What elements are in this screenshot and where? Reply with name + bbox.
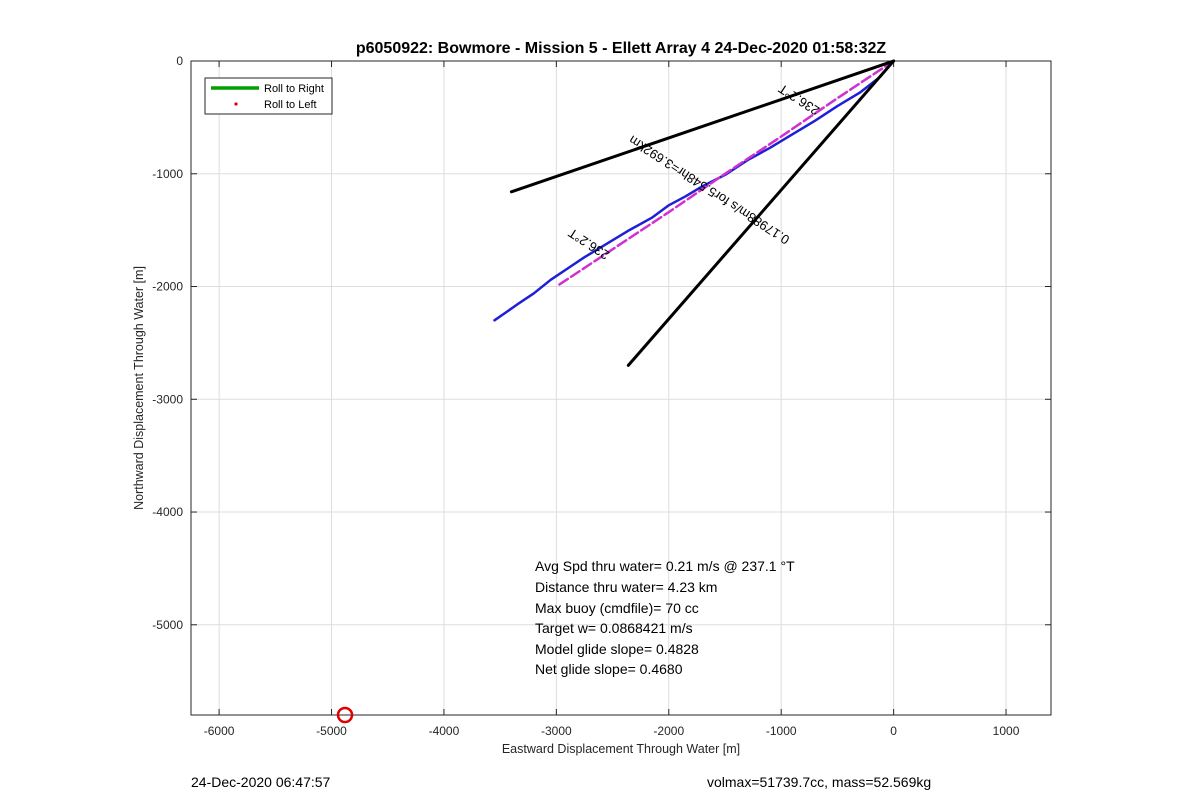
x-tick-label: -6000 xyxy=(204,724,235,738)
footer-volmax-mass: volmax=51739.7cc, mass=52.569kg xyxy=(707,774,931,790)
y-tick-label: -3000 xyxy=(152,392,183,406)
legend-roll-right-label: Roll to Right xyxy=(264,83,324,95)
x-tick-label: 0 xyxy=(890,724,897,738)
y-axis-label: Northward Displacement Through Water [m] xyxy=(132,266,146,510)
legend-roll-left-label: Roll to Left xyxy=(264,99,317,111)
x-axis-label: Eastward Displacement Through Water [m] xyxy=(502,742,740,756)
y-axis-ticks: 0 -1000 -2000 -3000 -4000 -5000 xyxy=(152,54,1051,632)
x-axis-ticks: -6000 -5000 -4000 -3000 -2000 -1000 0 1000 xyxy=(204,61,1020,738)
footer-timestamp: 24-Dec-2020 06:47:57 xyxy=(191,774,331,790)
stat-model-glide-slope: Model glide slope= 0.4828 xyxy=(535,641,699,657)
stat-distance: Distance thru water= 4.23 km xyxy=(535,579,717,595)
y-tick-label: -2000 xyxy=(152,280,183,294)
legend-roll-left-swatch xyxy=(234,102,238,106)
x-tick-label: -1000 xyxy=(766,724,797,738)
x-tick-label: -5000 xyxy=(316,724,347,738)
markers xyxy=(336,706,354,724)
y-tick-label: -4000 xyxy=(152,505,183,519)
end-position-marker xyxy=(336,706,354,724)
series-line-0 xyxy=(493,59,895,322)
series-line-1 xyxy=(555,59,895,288)
series-line-3 xyxy=(626,59,896,367)
x-tick-label: -3000 xyxy=(541,724,572,738)
stat-avg-speed: Avg Spd thru water= 0.21 m/s @ 237.1 °T xyxy=(535,558,795,574)
stat-target-w: Target w= 0.0868421 m/s xyxy=(535,620,693,636)
y-tick-label: -5000 xyxy=(152,618,183,632)
grid xyxy=(191,60,1051,715)
x-tick-label: 1000 xyxy=(993,724,1020,738)
plot-area-frame xyxy=(190,60,1052,716)
chart-title: p6050922: Bowmore - Mission 5 - Ellett A… xyxy=(356,40,887,57)
y-tick-label: 0 xyxy=(176,54,183,68)
plot-series xyxy=(493,59,896,367)
series-line-2 xyxy=(509,59,896,194)
stats-block: Avg Spd thru water= 0.21 m/s @ 237.1 °T … xyxy=(535,558,795,677)
stat-net-glide-slope: Net glide slope= 0.4680 xyxy=(535,661,683,677)
x-tick-label: -4000 xyxy=(429,724,460,738)
y-tick-label: -1000 xyxy=(152,167,183,181)
x-tick-label: -2000 xyxy=(653,724,684,738)
legend-box xyxy=(204,77,333,115)
stat-max-buoy: Max buoy (cmdfile)= 70 cc xyxy=(535,600,699,616)
legend: Roll to Right Roll to Left xyxy=(204,77,333,115)
